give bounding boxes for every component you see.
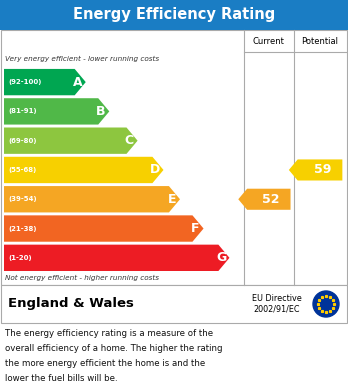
Text: (1-20): (1-20) bbox=[8, 255, 32, 261]
Polygon shape bbox=[4, 98, 109, 125]
Polygon shape bbox=[4, 186, 180, 212]
Polygon shape bbox=[4, 245, 229, 271]
Text: England & Wales: England & Wales bbox=[8, 298, 134, 310]
Text: overall efficiency of a home. The higher the rating: overall efficiency of a home. The higher… bbox=[5, 344, 222, 353]
Text: D: D bbox=[150, 163, 160, 176]
Text: F: F bbox=[191, 222, 199, 235]
Text: Very energy efficient - lower running costs: Very energy efficient - lower running co… bbox=[5, 56, 159, 62]
Polygon shape bbox=[4, 69, 86, 95]
Bar bbox=[1, 30, 347, 285]
Text: Not energy efficient - higher running costs: Not energy efficient - higher running co… bbox=[5, 275, 159, 281]
Text: (39-54): (39-54) bbox=[8, 196, 37, 202]
Text: lower the fuel bills will be.: lower the fuel bills will be. bbox=[5, 375, 118, 384]
Polygon shape bbox=[238, 189, 291, 210]
Polygon shape bbox=[4, 215, 204, 242]
Text: E: E bbox=[167, 193, 176, 206]
Text: 59: 59 bbox=[314, 163, 331, 176]
Bar bbox=[1, 285, 347, 323]
Text: 52: 52 bbox=[262, 193, 280, 206]
Text: A: A bbox=[73, 75, 82, 89]
Text: B: B bbox=[96, 105, 106, 118]
Text: EU Directive
2002/91/EC: EU Directive 2002/91/EC bbox=[252, 294, 301, 314]
Text: (55-68): (55-68) bbox=[8, 167, 36, 173]
Text: Current: Current bbox=[253, 36, 285, 45]
Polygon shape bbox=[4, 157, 164, 183]
Circle shape bbox=[313, 291, 339, 317]
Text: (21-38): (21-38) bbox=[8, 226, 37, 231]
Polygon shape bbox=[4, 127, 137, 154]
Text: The energy efficiency rating is a measure of the: The energy efficiency rating is a measur… bbox=[5, 329, 213, 338]
Text: Potential: Potential bbox=[301, 36, 339, 45]
Text: C: C bbox=[125, 134, 134, 147]
Polygon shape bbox=[289, 160, 342, 181]
Text: (92-100): (92-100) bbox=[8, 79, 41, 85]
Text: G: G bbox=[216, 251, 226, 264]
Bar bbox=[0, 0, 348, 30]
Text: Energy Efficiency Rating: Energy Efficiency Rating bbox=[73, 7, 275, 23]
Text: (81-91): (81-91) bbox=[8, 108, 37, 115]
Text: (69-80): (69-80) bbox=[8, 138, 37, 143]
Text: the more energy efficient the home is and the: the more energy efficient the home is an… bbox=[5, 359, 205, 368]
